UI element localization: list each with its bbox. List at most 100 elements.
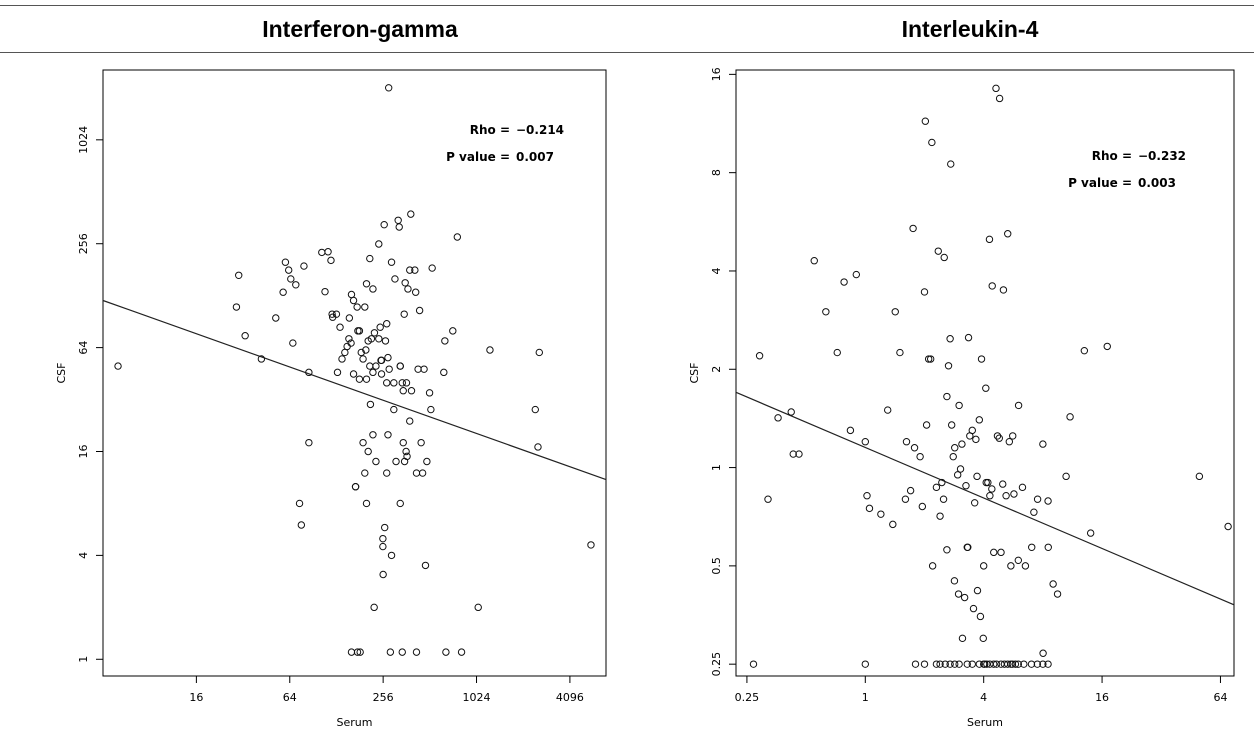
data-point: [970, 499, 979, 507]
data-point: [400, 457, 409, 466]
y-tick-label: 1: [77, 656, 90, 663]
data-point: [982, 384, 990, 392]
regression-line: [102, 299, 607, 481]
y-axis-label: CSF: [688, 363, 701, 384]
data-point: [396, 499, 404, 508]
data-point: [351, 483, 360, 491]
data-point: [884, 406, 892, 414]
data-point: [939, 495, 948, 503]
data-point: [988, 485, 996, 493]
data-point: [425, 389, 434, 397]
data-point: [355, 375, 364, 383]
data-point: [380, 220, 388, 229]
data-point: [909, 224, 917, 233]
data-point: [938, 478, 946, 487]
data-point: [377, 356, 385, 365]
data-point: [362, 499, 371, 508]
data-point: [420, 365, 428, 373]
data-point: [969, 604, 978, 613]
data-point: [362, 375, 371, 383]
data-point: [1027, 660, 1036, 668]
data-point: [338, 355, 346, 363]
data-point: [877, 510, 885, 518]
data-point: [272, 314, 280, 322]
data-point: [324, 248, 332, 256]
x-tick-label: 0.25: [735, 691, 760, 704]
data-point: [1005, 438, 1014, 446]
top-rule: [0, 5, 1254, 6]
data-point: [376, 323, 384, 331]
data-point: [981, 660, 989, 668]
data-point: [764, 495, 772, 503]
data-point: [951, 660, 959, 668]
data-point: [281, 258, 290, 266]
data-point: [1007, 562, 1015, 570]
data-point: [384, 431, 392, 439]
data-point: [973, 472, 981, 481]
data-point: [964, 333, 973, 342]
data-point: [1053, 590, 1062, 598]
data-point: [976, 612, 985, 621]
data-point: [442, 648, 450, 656]
y-tick-label: 1024: [77, 126, 90, 154]
data-point: [349, 370, 358, 378]
data-point: [362, 280, 371, 288]
data-point: [534, 443, 542, 451]
data-point: [347, 648, 356, 656]
data-point: [457, 648, 466, 656]
data-point: [1014, 660, 1023, 668]
data-point: [369, 431, 377, 439]
data-point: [395, 223, 403, 231]
data-point: [977, 355, 986, 363]
data-point: [398, 648, 406, 656]
data-point: [975, 660, 984, 668]
data-point: [795, 450, 803, 458]
data-point: [1062, 472, 1070, 481]
data-point: [1030, 508, 1038, 516]
data-point: [946, 660, 954, 668]
data-point: [417, 438, 425, 447]
data-point: [359, 355, 367, 363]
data-point: [535, 348, 543, 357]
data-point: [924, 355, 933, 363]
data-point: [318, 248, 326, 257]
data-point: [1021, 562, 1030, 570]
data-point: [114, 362, 122, 370]
data-point: [385, 365, 393, 373]
data-point: [361, 469, 369, 477]
data-point: [279, 288, 287, 296]
data-point: [289, 339, 297, 347]
data-point: [399, 438, 407, 447]
data-point: [392, 457, 400, 466]
data-point: [400, 310, 408, 318]
data-point: [402, 447, 410, 456]
data-point: [359, 438, 367, 447]
stat-value: 0.007: [516, 150, 554, 164]
y-tick-label: 4: [77, 552, 90, 559]
data-point: [297, 521, 306, 529]
data-point: [995, 94, 1004, 103]
data-point: [357, 348, 365, 357]
data-point: [383, 320, 391, 328]
data-point: [353, 648, 362, 656]
data-point: [840, 278, 848, 286]
data-point: [404, 285, 412, 293]
data-point: [861, 660, 870, 668]
data-point: [968, 426, 976, 435]
data-point: [486, 346, 494, 354]
data-point: [370, 329, 379, 337]
data-point: [407, 387, 416, 395]
data-point: [947, 160, 955, 168]
data-point: [920, 660, 929, 668]
data-point: [774, 414, 782, 422]
data-point: [1020, 660, 1028, 668]
data-point: [362, 346, 370, 354]
data-point: [822, 308, 830, 316]
data-point: [369, 285, 377, 293]
data-point: [336, 323, 344, 331]
data-point: [321, 287, 329, 296]
data-point: [257, 355, 266, 363]
data-point: [1028, 543, 1036, 551]
y-tick-label: 1: [710, 464, 723, 471]
data-point: [950, 577, 959, 585]
